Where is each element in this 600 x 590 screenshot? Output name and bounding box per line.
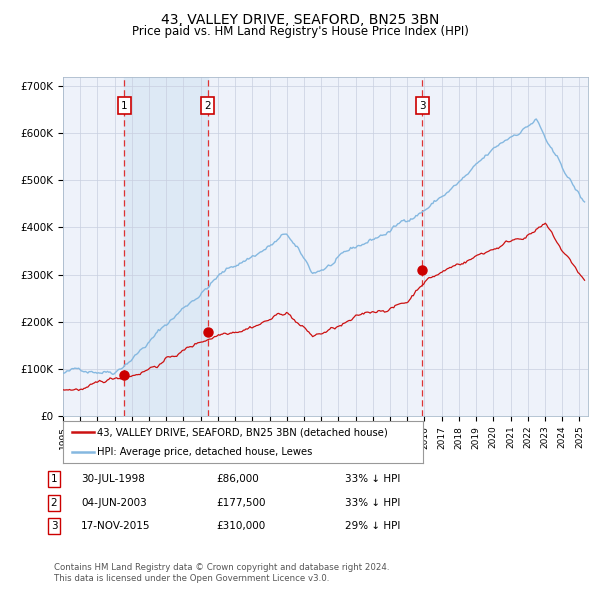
Text: 2: 2 [205,100,211,110]
Text: 2: 2 [50,498,58,507]
Text: 29% ↓ HPI: 29% ↓ HPI [345,522,400,531]
Text: 33% ↓ HPI: 33% ↓ HPI [345,474,400,484]
Text: 30-JUL-1998: 30-JUL-1998 [81,474,145,484]
Text: 43, VALLEY DRIVE, SEAFORD, BN25 3BN (detached house): 43, VALLEY DRIVE, SEAFORD, BN25 3BN (det… [97,427,388,437]
Text: 04-JUN-2003: 04-JUN-2003 [81,498,147,507]
Text: 43, VALLEY DRIVE, SEAFORD, BN25 3BN: 43, VALLEY DRIVE, SEAFORD, BN25 3BN [161,13,439,27]
Text: 3: 3 [50,522,58,531]
Text: £310,000: £310,000 [216,522,265,531]
Text: £177,500: £177,500 [216,498,265,507]
Text: HPI: Average price, detached house, Lewes: HPI: Average price, detached house, Lewe… [97,447,313,457]
Text: 1: 1 [50,474,58,484]
Text: This data is licensed under the Open Government Licence v3.0.: This data is licensed under the Open Gov… [54,574,329,583]
Text: 17-NOV-2015: 17-NOV-2015 [81,522,151,531]
Text: £86,000: £86,000 [216,474,259,484]
Bar [124,77,208,416]
Text: 33% ↓ HPI: 33% ↓ HPI [345,498,400,507]
Text: 3: 3 [419,100,426,110]
Text: Price paid vs. HM Land Registry's House Price Index (HPI): Price paid vs. HM Land Registry's House … [131,25,469,38]
Text: 1: 1 [121,100,128,110]
Text: Contains HM Land Registry data © Crown copyright and database right 2024.: Contains HM Land Registry data © Crown c… [54,563,389,572]
